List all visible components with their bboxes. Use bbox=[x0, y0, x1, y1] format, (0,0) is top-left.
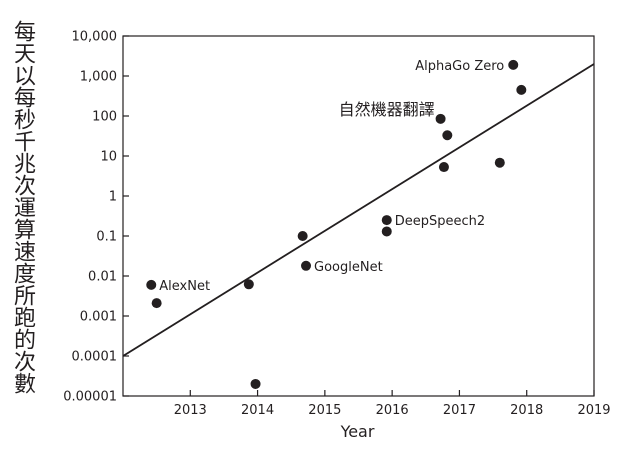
x-tick-label: 2013 bbox=[174, 403, 207, 418]
point-labels: AlexNet GoogleNet DeepSpeech2 自然機器翻譯 AlphaGo… bbox=[159, 59, 504, 294]
trend-line-group bbox=[122, 63, 595, 357]
plot-frame bbox=[122, 35, 595, 397]
point-label: 自然機器翻譯 bbox=[339, 100, 435, 119]
axes: 0.00001 0.0001 0.001 0.01 0.1 1 10 100 1,000 10,0… bbox=[63, 30, 610, 442]
data-point bbox=[381, 215, 392, 226]
data-point bbox=[516, 84, 527, 95]
y-tick-label: 0.001 bbox=[80, 310, 117, 325]
y-tick-label: 0.0001 bbox=[72, 350, 118, 365]
x-tick-label: 2018 bbox=[510, 403, 543, 418]
y-tick-label: 0.01 bbox=[88, 270, 117, 285]
y-tick-label: 0.1 bbox=[96, 230, 117, 245]
x-axis-label: Year bbox=[340, 422, 375, 441]
data-points bbox=[146, 59, 527, 389]
data-point bbox=[508, 59, 519, 70]
y-tick-label: 0.00001 bbox=[63, 390, 117, 405]
data-point bbox=[151, 298, 162, 309]
data-point bbox=[494, 157, 505, 168]
data-point bbox=[297, 231, 308, 241]
data-point bbox=[301, 260, 312, 271]
point-label: AlphaGo Zero bbox=[415, 59, 504, 74]
data-point bbox=[438, 162, 449, 173]
data-point bbox=[381, 226, 392, 237]
data-point bbox=[250, 378, 261, 389]
y-tick-label: 1 bbox=[109, 190, 117, 205]
data-point bbox=[435, 113, 446, 124]
trend-line bbox=[122, 63, 595, 357]
point-label: GoogleNet bbox=[314, 260, 383, 275]
point-label: DeepSpeech2 bbox=[395, 214, 485, 229]
x-tick-label: 2019 bbox=[577, 403, 610, 418]
x-tick-label: 2016 bbox=[376, 403, 409, 418]
y-axis-label: 每天以每秒千兆次運算速度所跑的次數 bbox=[10, 20, 35, 394]
x-tick-label: 2017 bbox=[443, 403, 476, 418]
data-point bbox=[442, 130, 453, 141]
data-point bbox=[243, 279, 254, 290]
data-point bbox=[146, 279, 157, 290]
y-tick-label: 10 bbox=[100, 150, 117, 165]
point-label: AlexNet bbox=[159, 279, 210, 294]
x-tick-label: 2014 bbox=[241, 403, 274, 418]
y-tick-label: 10,000 bbox=[72, 30, 118, 45]
x-tick-label: 2015 bbox=[308, 403, 341, 418]
y-tick-label: 100 bbox=[92, 110, 117, 125]
y-tick-label: 1,000 bbox=[80, 70, 117, 85]
